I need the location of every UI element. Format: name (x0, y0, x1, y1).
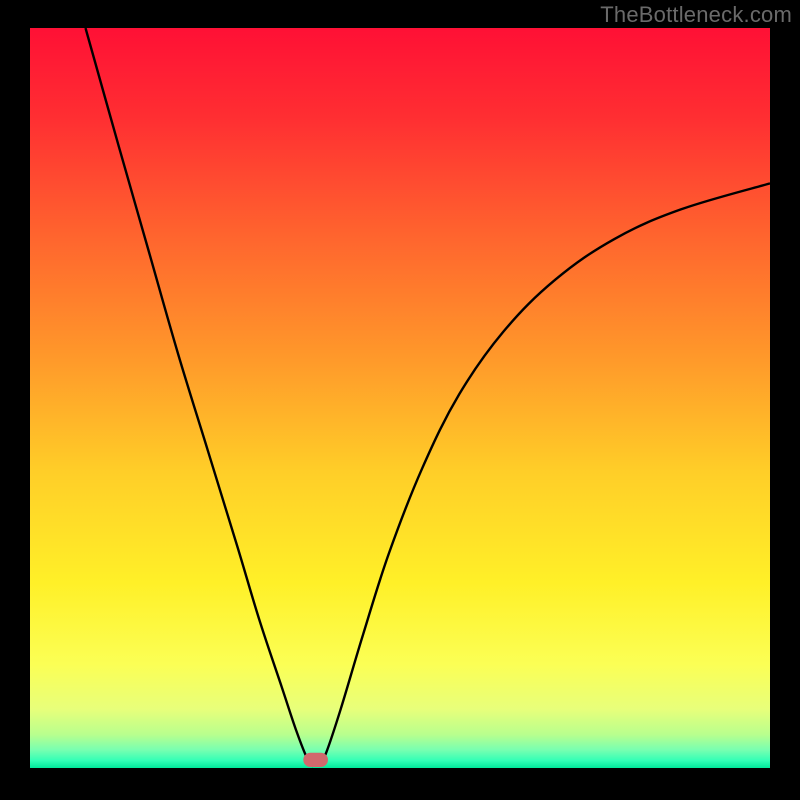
watermark-text: TheBottleneck.com (600, 2, 792, 28)
optimal-marker (304, 753, 328, 766)
bottleneck-chart (30, 28, 770, 768)
chart-container: TheBottleneck.com (0, 0, 800, 800)
gradient-fill-rect (30, 28, 770, 768)
